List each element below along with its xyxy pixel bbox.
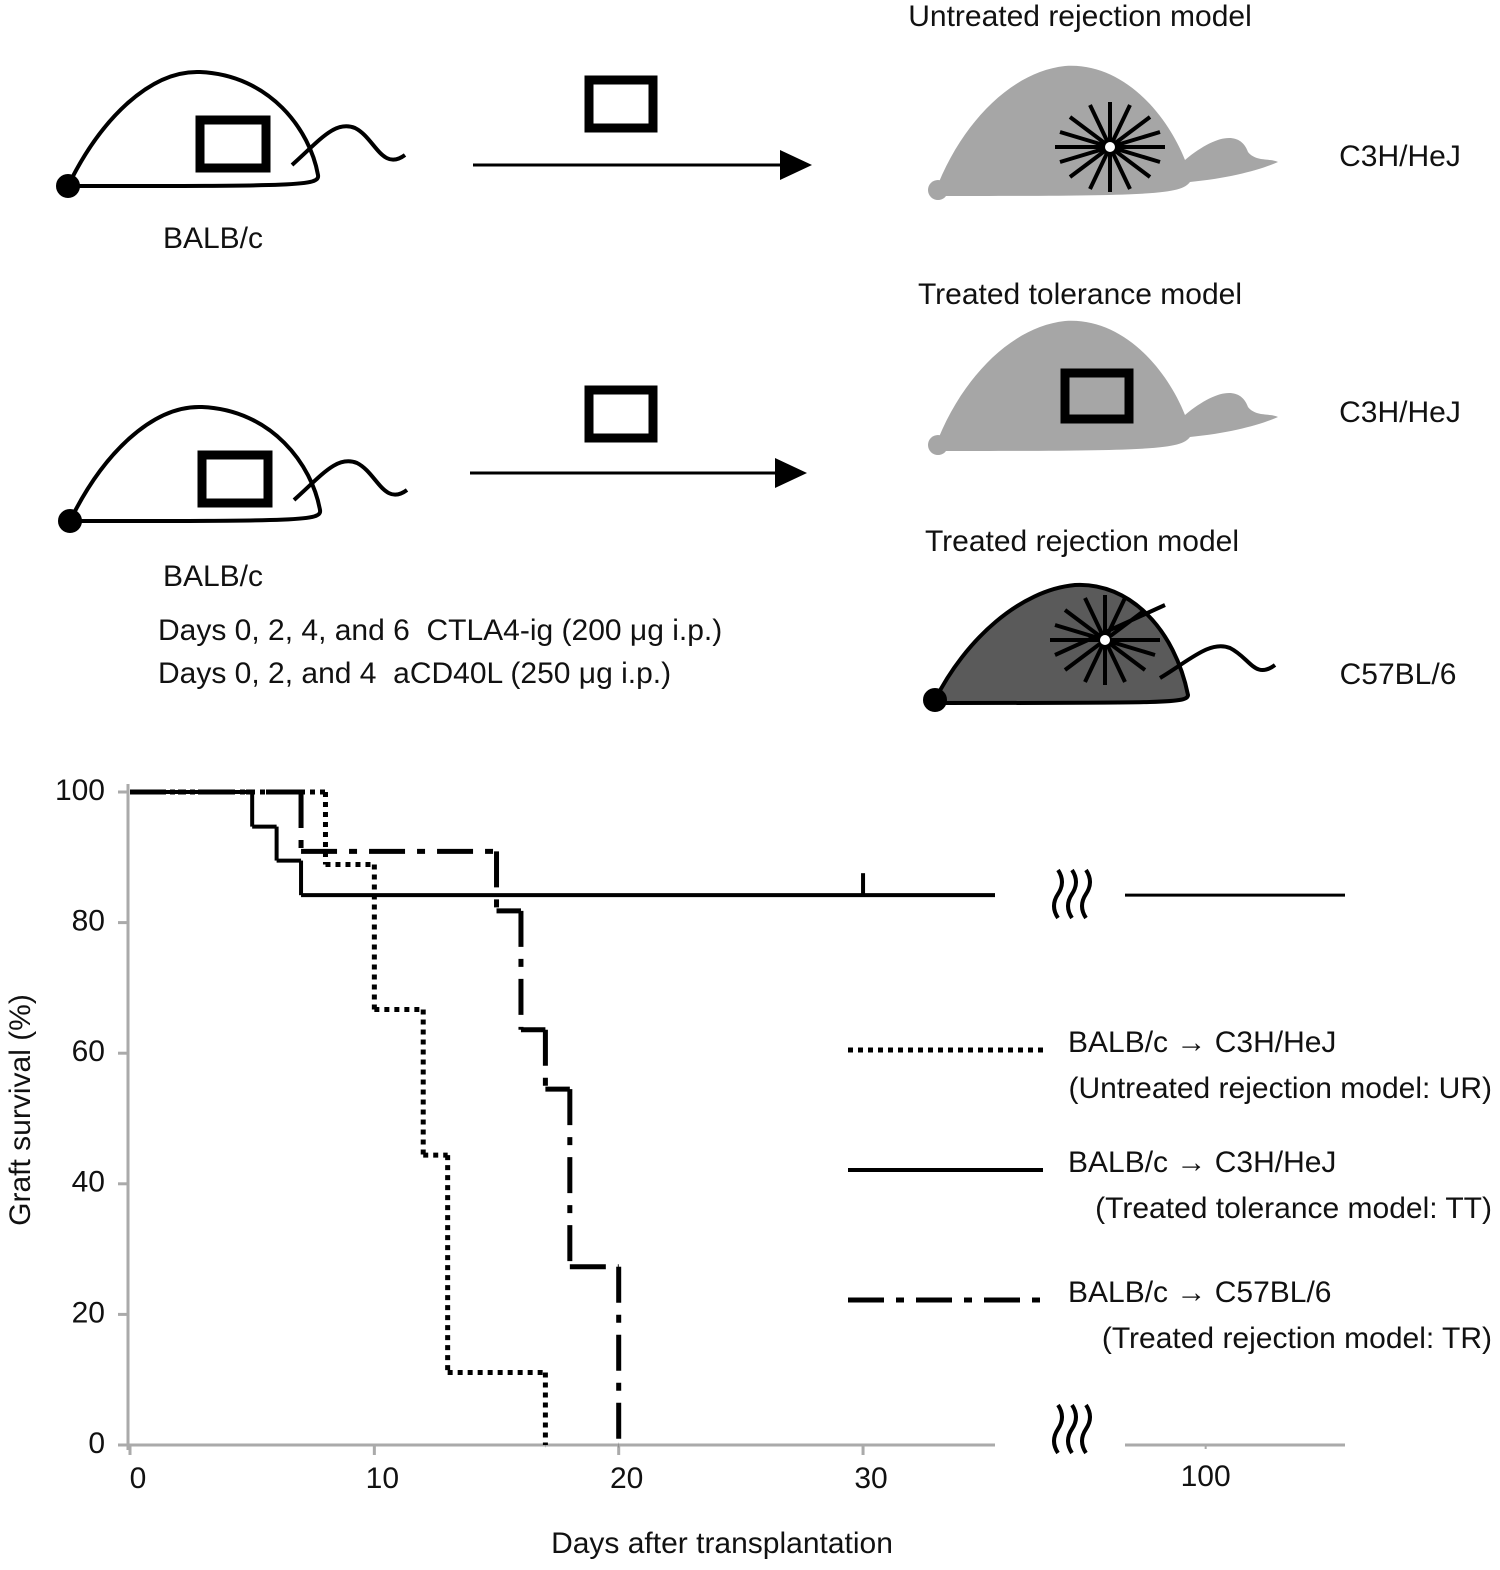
donor-mouse: [56, 69, 407, 198]
recipient-label: C3H/HeJ: [1339, 140, 1461, 173]
y-tick-label: 40: [72, 1166, 105, 1199]
legend-label: BALB/c → C57BL/6: [1068, 1276, 1331, 1309]
recipient-mouse: [923, 582, 1277, 712]
x-tick-label: 20: [610, 1462, 643, 1495]
legend-label: BALB/c → C3H/HeJ: [1068, 1146, 1336, 1179]
y-tick-label: 20: [72, 1296, 105, 1329]
legend-description: (Treated rejection model: TR): [1102, 1322, 1492, 1355]
axis-break: [1052, 868, 1092, 1455]
legend-description: (Untreated rejection model: UR): [1068, 1072, 1492, 1105]
y-axis-label: Graft survival (%): [4, 994, 37, 1226]
recipient-label: C3H/HeJ: [1339, 396, 1461, 429]
panel-title: Treated tolerance model: [918, 278, 1242, 311]
x-tick-label: 100: [1181, 1460, 1231, 1493]
x-axis-label: Days after transplantation: [551, 1527, 893, 1560]
legend-label: BALB/c → C3H/HeJ: [1068, 1026, 1336, 1059]
diagram: [56, 65, 1278, 712]
legend-description: (Treated tolerance model: TT): [1095, 1192, 1492, 1225]
y-tick-label: 80: [72, 905, 105, 938]
recipient-mouse: [928, 320, 1278, 455]
panel-title: Treated rejection model: [925, 525, 1239, 558]
x-tick-label: 10: [366, 1462, 399, 1495]
x-tick-label: 0: [130, 1462, 147, 1495]
recipient-label: C57BL/6: [1340, 658, 1457, 691]
donor-label: BALB/c: [163, 560, 263, 593]
recipient-mouse: [928, 65, 1278, 200]
treatment-text: Days 0, 2, 4, and 6 CTLA4-ig (200 μg i.p…: [158, 614, 722, 647]
y-tick-label: 60: [72, 1035, 105, 1068]
donor-label: BALB/c: [163, 222, 263, 255]
arrow: [473, 75, 812, 180]
y-tick-label: 0: [88, 1427, 105, 1460]
x-tick-label: 30: [854, 1462, 887, 1495]
arrow: [470, 385, 807, 488]
y-tick-label: 100: [55, 774, 105, 807]
donor-mouse: [58, 404, 409, 533]
treatment-text: Days 0, 2, and 4 aCD40L (250 μg i.p.): [158, 657, 671, 690]
panel-title: Untreated rejection model: [908, 0, 1252, 33]
